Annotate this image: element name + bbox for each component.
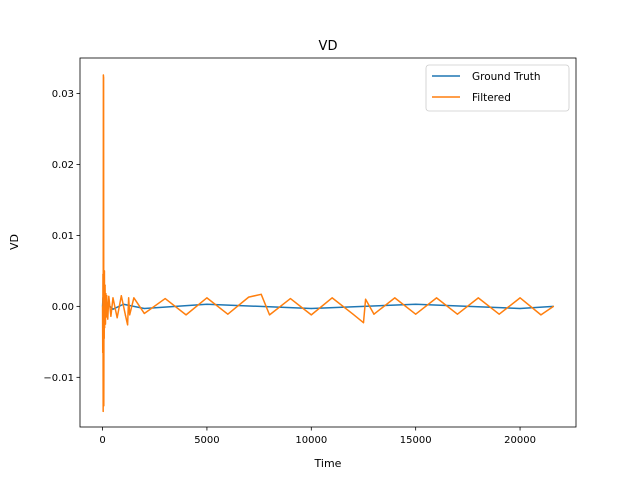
data-point-1-6 [103, 405, 105, 407]
data-point-1-24 [128, 297, 130, 299]
data-point-0-10 [206, 303, 208, 305]
chart-title: VD [319, 39, 338, 54]
series-layer [101, 74, 555, 413]
data-point-1-36 [310, 314, 312, 316]
legend-label-ground-truth: Ground Truth [472, 71, 541, 83]
plot-area [80, 58, 576, 427]
data-point-1-29 [185, 314, 187, 316]
data-point-1-47 [498, 313, 500, 315]
data-point-0-13 [519, 307, 521, 310]
data-point-1-37 [331, 297, 333, 299]
data-point-1-32 [248, 296, 250, 298]
data-point-1-17 [108, 295, 110, 298]
data-point-1-43 [415, 313, 417, 315]
data-point-1-2 [102, 273, 104, 276]
data-point-1-18 [110, 315, 112, 317]
x-tick-label-3: 15000 [400, 435, 432, 446]
data-point-1-19 [112, 297, 114, 299]
data-point-1-42 [394, 297, 396, 299]
data-point-1-50 [552, 305, 555, 307]
data-point-1-41 [373, 313, 375, 315]
data-point-1-27 [143, 312, 145, 315]
data-point-1-15 [106, 295, 108, 297]
data-point-1-38 [352, 313, 354, 315]
data-point-1-34 [268, 314, 271, 316]
y-tick-label-2: 0.01 [52, 231, 74, 242]
data-point-0-7 [112, 308, 114, 310]
data-point-1-33 [260, 293, 262, 295]
data-point-1-10 [104, 327, 106, 329]
data-point-1-4 [102, 74, 104, 76]
data-point-1-49 [540, 314, 542, 316]
data-point-1-20 [116, 317, 118, 319]
x-axis-label: Time [314, 457, 342, 470]
legend-label-filtered: Filtered [472, 92, 511, 104]
data-point-1-3 [102, 410, 104, 412]
tick-layer: 0 5000 10000 15000 20000 −0.01 0.00 0.01 0.02 0.0… [43, 89, 536, 446]
data-point-0-12 [415, 303, 417, 305]
data-point-1-31 [227, 313, 229, 315]
data-point-1-22 [124, 314, 127, 317]
data-point-1-12 [104, 323, 107, 325]
x-tick-label-2: 10000 [295, 435, 327, 446]
legend: Ground Truth Filtered [425, 64, 570, 112]
data-point-1-28 [164, 297, 166, 300]
data-point-1-46 [477, 297, 479, 299]
data-point-1-11 [104, 284, 106, 286]
data-point-1-35 [289, 297, 292, 300]
x-tick-label-1: 5000 [194, 435, 219, 446]
data-point-1-5 [102, 77, 105, 79]
data-point-1-13 [105, 292, 107, 295]
data-point-1-23 [127, 324, 129, 326]
data-point-1-25 [129, 314, 131, 316]
data-point-1-14 [105, 316, 107, 318]
y-tick-label-4: 0.03 [52, 89, 74, 100]
data-point-1-48 [519, 297, 521, 299]
data-point-1-1 [102, 351, 104, 354]
data-point-1-7 [103, 277, 105, 279]
data-point-1-16 [107, 318, 109, 320]
data-point-1-45 [456, 313, 459, 315]
data-point-1-21 [120, 295, 122, 297]
x-tick-label-4: 20000 [504, 435, 536, 446]
data-point-1-26 [133, 297, 135, 299]
y-tick-label-3: 0.02 [52, 160, 74, 171]
data-point-1-40 [364, 298, 367, 300]
data-point-1-8 [103, 337, 105, 339]
data-point-1-44 [435, 297, 438, 299]
axes-frame [79, 57, 577, 428]
data-point-1-39 [362, 322, 365, 324]
x-tick-label-0: 0 [99, 435, 105, 446]
data-point-1-0 [101, 305, 104, 307]
data-point-0-11 [310, 307, 312, 310]
y-tick-label-0: −0.01 [43, 373, 74, 384]
y-tick-label-1: 0.00 [52, 302, 74, 313]
data-point-0-9 [143, 307, 145, 310]
y-axis-label: VD [8, 234, 21, 250]
data-point-1-9 [103, 270, 106, 272]
data-point-1-30 [206, 297, 208, 299]
legend-box [425, 64, 570, 112]
